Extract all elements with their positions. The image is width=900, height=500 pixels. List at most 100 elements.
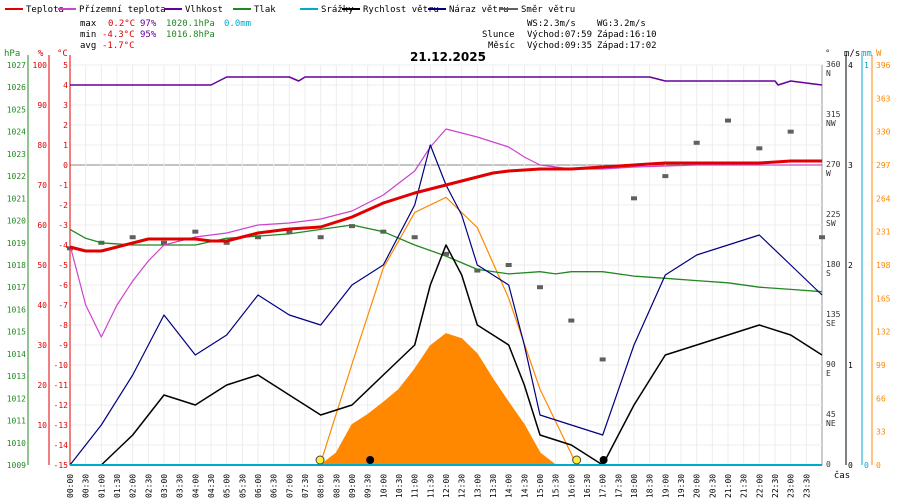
- chart-title: 21.12.2025: [410, 50, 486, 64]
- series-solar-area: [70, 333, 822, 466]
- pressure-tick: 1026: [7, 83, 26, 92]
- wind-dir-compass: E: [826, 369, 831, 378]
- wind-dir-compass: NW: [826, 119, 836, 128]
- stat-min-temp: -4.3°C: [102, 30, 135, 40]
- wind-dir-tick: 0: [826, 460, 831, 469]
- wind-dir-compass: SW: [826, 219, 836, 228]
- x-tick-label: 14:30: [520, 474, 529, 498]
- plot-area: [67, 76, 825, 466]
- x-tick-label: 16:30: [583, 474, 592, 498]
- x-tick-label: 09:00: [348, 474, 357, 498]
- legend-label: Vlhkost: [185, 5, 223, 15]
- series-wind-dir-point: [662, 174, 669, 179]
- stat-min-press: 1016.8hPa: [166, 30, 215, 40]
- x-tick-label: 23:30: [802, 474, 811, 498]
- info-ws: WS:2.3m/s: [527, 19, 576, 29]
- x-tick-label: 23:00: [787, 474, 796, 498]
- x-tick-label: 08:30: [332, 474, 341, 498]
- legend-label: Srážky: [321, 5, 354, 15]
- x-tick-label: 19:30: [677, 474, 686, 498]
- wind-dir-axis-title: °: [825, 49, 830, 59]
- x-tick-label: 02:30: [144, 474, 153, 498]
- humidity-tick: 30: [37, 341, 47, 350]
- x-tick-label: 04:00: [191, 474, 200, 498]
- x-tick-label: 07:00: [285, 474, 294, 498]
- pressure-tick: 1027: [7, 61, 26, 70]
- temperature-axis-title: °C: [57, 49, 68, 59]
- pressure-tick: 1009: [7, 461, 26, 470]
- series-wind-dir-point: [286, 229, 293, 234]
- x-tick-label: 11:00: [411, 474, 420, 498]
- series-wind-dir-point: [349, 224, 355, 229]
- x-tick-label: 07:30: [301, 474, 310, 498]
- series-wind-dir-point: [474, 268, 481, 273]
- temperature-tick: -14: [54, 441, 69, 450]
- x-tick-label: 19:00: [661, 474, 670, 498]
- temperature-tick: -3: [58, 221, 68, 230]
- wind-dir-tick: 180: [826, 260, 841, 269]
- solar-tick: 363: [876, 94, 891, 103]
- x-tick-label: 00:30: [82, 474, 91, 498]
- x-tick-label: 06:00: [254, 474, 263, 498]
- solar-tick: 165: [876, 294, 891, 303]
- wind-dir-compass: N: [826, 69, 831, 78]
- wind-tick: 2: [848, 261, 853, 270]
- x-tick-label: 16:00: [567, 474, 576, 498]
- series-wind-dir-point: [756, 146, 763, 151]
- x-tick-label: 15:00: [536, 474, 545, 498]
- pressure-tick: 1015: [7, 328, 26, 337]
- humidity-tick: 10: [37, 421, 47, 430]
- x-tick-label: 21:30: [740, 474, 749, 498]
- series-wind-dir-point: [819, 235, 825, 240]
- info-panel: WS:2.3m/s WG:3.2m/s Slunce Východ:07:59 …: [482, 19, 657, 51]
- pressure-tick: 1022: [7, 172, 26, 181]
- pressure-tick: 1016: [7, 305, 26, 314]
- x-tick-label: 20:30: [708, 474, 717, 498]
- x-tick-label: 20:00: [693, 474, 702, 498]
- x-tick-label: 01:30: [113, 474, 122, 498]
- stats-panel: max 0.2°C 97% 1020.1hPa 0.0mm min -4.3°C…: [80, 19, 251, 51]
- series-wind-speed-line: [70, 244, 823, 466]
- humidity-tick: 50: [37, 261, 47, 270]
- wind-tick: 1: [848, 361, 853, 370]
- info-sunset: Západ:16:10: [597, 30, 657, 40]
- wind-dir-compass: NE: [826, 419, 836, 428]
- x-tick-label: 03:30: [176, 474, 185, 498]
- temperature-tick: -6: [58, 281, 68, 290]
- stat-avg-temp: -1.7°C: [102, 41, 135, 51]
- x-tick-label: 22:00: [755, 474, 764, 498]
- wind-dir-compass: SE: [826, 319, 836, 328]
- series-pressure-line: [69, 224, 823, 293]
- temperature-tick: -7: [58, 301, 68, 310]
- temperature-tick: -4: [58, 241, 68, 250]
- x-tick-label: 05:00: [223, 474, 232, 498]
- wind-dir-tick: 315: [826, 110, 841, 119]
- series-wind-dir-point: [223, 240, 230, 245]
- x-tick-label: 01:00: [97, 474, 106, 498]
- sunrise-marker: [315, 455, 325, 465]
- solar-tick: 99: [876, 361, 886, 370]
- wind-dir-tick: 225: [826, 210, 841, 219]
- solar-tick: 330: [876, 128, 891, 137]
- series-wind-dir-point: [255, 235, 261, 240]
- temperature-tick: -13: [54, 421, 69, 430]
- series-wind-gust-line: [69, 144, 823, 466]
- series-sun-curve: [319, 196, 578, 466]
- humidity-tick: 60: [37, 221, 47, 230]
- temperature-tick: -12: [54, 401, 69, 410]
- info-wg: WG:3.2m/s: [597, 19, 646, 29]
- x-tick-label: 12:30: [458, 474, 467, 498]
- series-wind-dir-point: [568, 318, 575, 323]
- sunset-marker: [572, 455, 582, 465]
- temperature-tick: 1: [63, 141, 68, 150]
- wind-tick: 0: [848, 461, 853, 470]
- legend-label: Rychlost větru: [363, 5, 439, 15]
- series-wind-dir-point: [505, 263, 512, 267]
- x-tick-label: 21:00: [724, 474, 733, 498]
- wind-tick: 4: [848, 61, 853, 70]
- solar-tick: 33: [876, 428, 886, 437]
- legend-label: Tlak: [254, 5, 276, 15]
- pressure-tick: 1012: [7, 394, 26, 403]
- x-tick-label: 10:30: [395, 474, 404, 498]
